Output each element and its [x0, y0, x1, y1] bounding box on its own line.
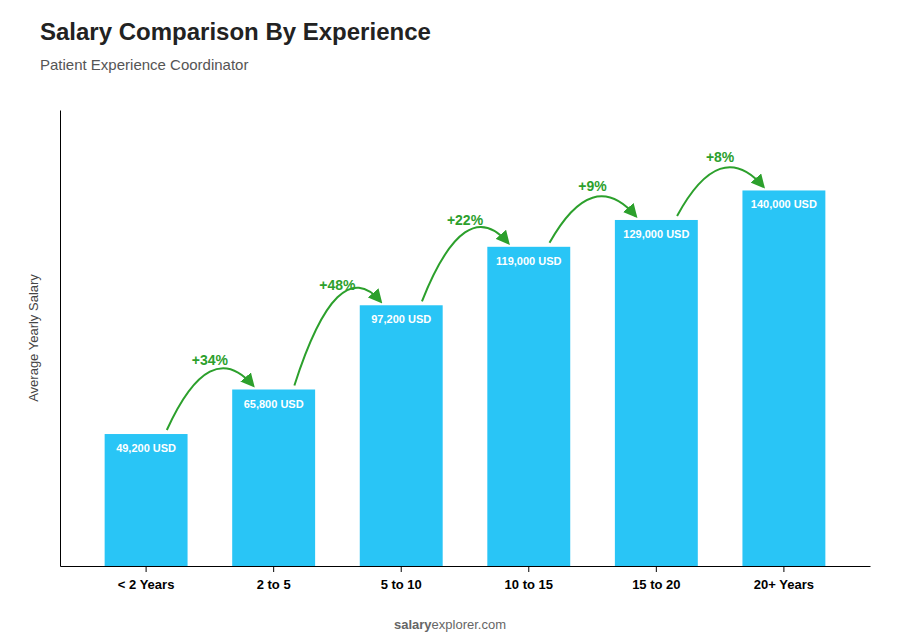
x-tick-mark [528, 566, 529, 572]
x-tick: 15 to 20 [632, 566, 680, 592]
x-tick-label: 5 to 10 [381, 577, 422, 592]
data-label: 97,200 USD [371, 313, 431, 325]
x-tick-mark [146, 566, 147, 572]
data-label: 119,000 USD [496, 255, 561, 267]
x-tick-label: 10 to 15 [505, 577, 553, 592]
x-axis: < 2 Years 2 to 5 5 to 10 10 to 15 15 to 20 20… [61, 566, 871, 592]
x-tick-mark [656, 566, 657, 572]
change-label: +22% [447, 212, 484, 228]
change-label: +48% [319, 277, 356, 293]
change-arrow [422, 227, 508, 301]
bar [105, 434, 188, 566]
x-tick-label: 2 to 5 [257, 577, 291, 592]
x-tick-mark [401, 566, 402, 572]
data-labels: 49,200 USD 65,800 USD 97,200 USD 119,000 US… [116, 198, 817, 454]
change-label: +34% [192, 352, 229, 368]
x-tick: 10 to 15 [505, 566, 553, 592]
y-axis-line [60, 111, 61, 567]
plot-area [105, 190, 826, 566]
change-arrow [677, 167, 763, 216]
x-axis-line [61, 566, 871, 567]
x-tick-label: 20+ Years [754, 577, 814, 592]
x-tick: 5 to 10 [381, 566, 422, 592]
change-arrow [294, 288, 380, 386]
change-arrow [550, 196, 636, 243]
x-tick: 2 to 5 [257, 566, 291, 592]
change-arrow [167, 368, 253, 430]
x-tick-label: 15 to 20 [632, 577, 680, 592]
bar [232, 390, 315, 566]
change-label: +8% [706, 149, 735, 165]
watermark-part: salary [394, 617, 432, 632]
x-tick: 20+ Years [754, 566, 814, 592]
watermark: salaryexplorer.com [394, 617, 506, 632]
bar [360, 305, 443, 566]
x-tick-mark [783, 566, 784, 572]
bar [742, 190, 825, 566]
y-axis [60, 111, 61, 567]
subtitle: Patient Experience Coordinator [40, 56, 248, 73]
x-tick-label: < 2 Years [118, 577, 175, 592]
title: Salary Comparison By Experience [40, 18, 431, 45]
x-tick-mark [273, 566, 274, 572]
data-label: 140,000 USD [751, 198, 817, 210]
data-label: 49,200 USD [116, 442, 176, 454]
change-label: +9% [578, 178, 607, 194]
bar [615, 220, 698, 566]
data-label: 129,000 USD [623, 228, 689, 240]
data-label: 65,800 USD [244, 398, 304, 410]
bar [487, 247, 570, 566]
chart: Salary Comparison By Experience Patient E… [0, 0, 900, 641]
y-axis-title: Average Yearly Salary [26, 274, 41, 402]
annotations: +34% +48% +22% +9% +8% [167, 149, 763, 430]
x-tick: < 2 Years [118, 566, 175, 592]
watermark-part: explorer.com [432, 617, 506, 632]
